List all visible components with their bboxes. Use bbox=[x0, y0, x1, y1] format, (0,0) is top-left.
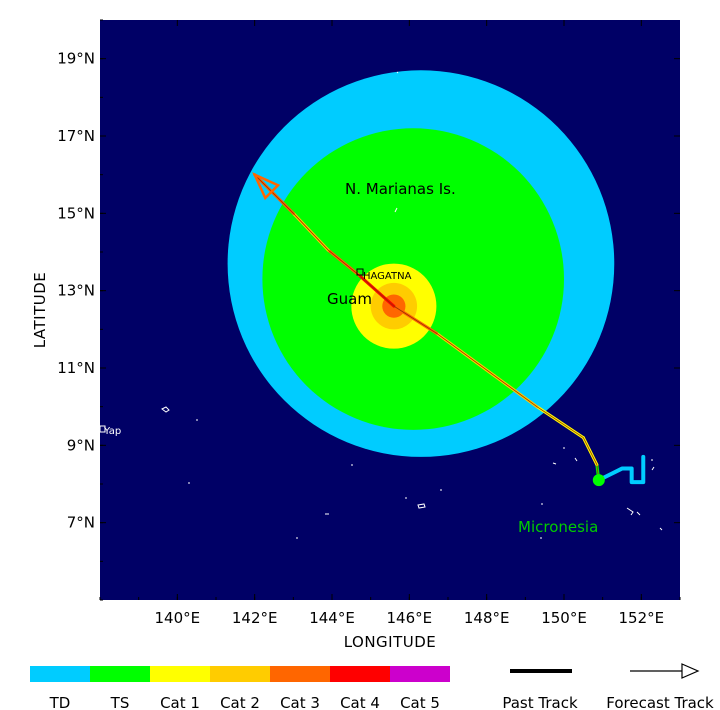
legend-swatch bbox=[90, 666, 150, 682]
hagatna-label: HAGATNA bbox=[363, 271, 412, 282]
y-tick-label: 17°N bbox=[57, 127, 95, 145]
legend-category-label: TS bbox=[110, 694, 130, 710]
legend-past-track: Past Track bbox=[502, 669, 578, 710]
legend-swatch bbox=[210, 666, 270, 682]
legend-swatch bbox=[270, 666, 330, 682]
legend-category-label: Cat 4 bbox=[340, 694, 380, 710]
legend: TD TS Cat 1 Cat 2 Cat 3 Cat 4 Cat 5 bbox=[30, 666, 450, 710]
y-axis-label: LATITUDE bbox=[31, 272, 49, 349]
past-track-line bbox=[596, 454, 646, 485]
yap-label: Yap bbox=[103, 426, 121, 437]
legend-category-label: Cat 1 bbox=[160, 694, 200, 710]
forecast-track-centerline bbox=[254, 174, 600, 481]
x-tick-label: 146°E bbox=[387, 609, 433, 627]
x-tick-label: 142°E bbox=[232, 609, 278, 627]
guam-label: Guam bbox=[327, 290, 372, 308]
x-tick-label: 144°E bbox=[309, 609, 355, 627]
x-tick-label: 140°E bbox=[155, 609, 201, 627]
y-tick-label: 9°N bbox=[67, 436, 95, 454]
legend-category-label: Cat 5 bbox=[400, 694, 440, 710]
x-axis-label: LONGITUDE bbox=[344, 633, 437, 651]
x-tick-label: 150°E bbox=[541, 609, 587, 627]
legend-swatch bbox=[390, 666, 450, 682]
x-tick-label: 152°E bbox=[619, 609, 665, 627]
forecast-track-legend-label: Forecast Track bbox=[606, 694, 714, 710]
y-tick-label: 11°N bbox=[57, 359, 95, 377]
y-tick-label: 7°N bbox=[67, 514, 95, 532]
y-tick-label: 19°N bbox=[57, 50, 95, 68]
hagatna-marker bbox=[356, 268, 364, 276]
legend-swatch bbox=[150, 666, 210, 682]
legend-swatch bbox=[330, 666, 390, 682]
current-position-marker bbox=[592, 474, 605, 487]
yap-marker bbox=[99, 425, 106, 433]
y-tick-label: 13°N bbox=[57, 282, 95, 300]
micronesia-label: Micronesia bbox=[518, 518, 598, 536]
x-tick-label: 148°E bbox=[464, 609, 510, 627]
legend-category-label: Cat 2 bbox=[220, 694, 260, 710]
past-track-legend-label: Past Track bbox=[502, 694, 578, 710]
y-axis-ticks: 7°N 9°N 11°N 13°N 15°N 17°N 19°N bbox=[57, 19, 680, 601]
arrow-icon bbox=[681, 663, 700, 679]
legend-swatch bbox=[30, 666, 90, 682]
legend-forecast-track: Forecast Track bbox=[606, 663, 714, 710]
legend-category-label: Cat 3 bbox=[280, 694, 320, 710]
legend-category-label: TD bbox=[49, 694, 71, 710]
island-outlines bbox=[161, 71, 663, 539]
forecast-track bbox=[252, 172, 601, 482]
y-tick-label: 15°N bbox=[57, 204, 95, 222]
x-axis-ticks: 140°E 142°E 144°E 146°E 148°E 150°E 152°E bbox=[99, 20, 681, 627]
marianas-label: N. Marianas Is. bbox=[345, 180, 456, 198]
forecast-arrow-icon bbox=[252, 172, 281, 201]
